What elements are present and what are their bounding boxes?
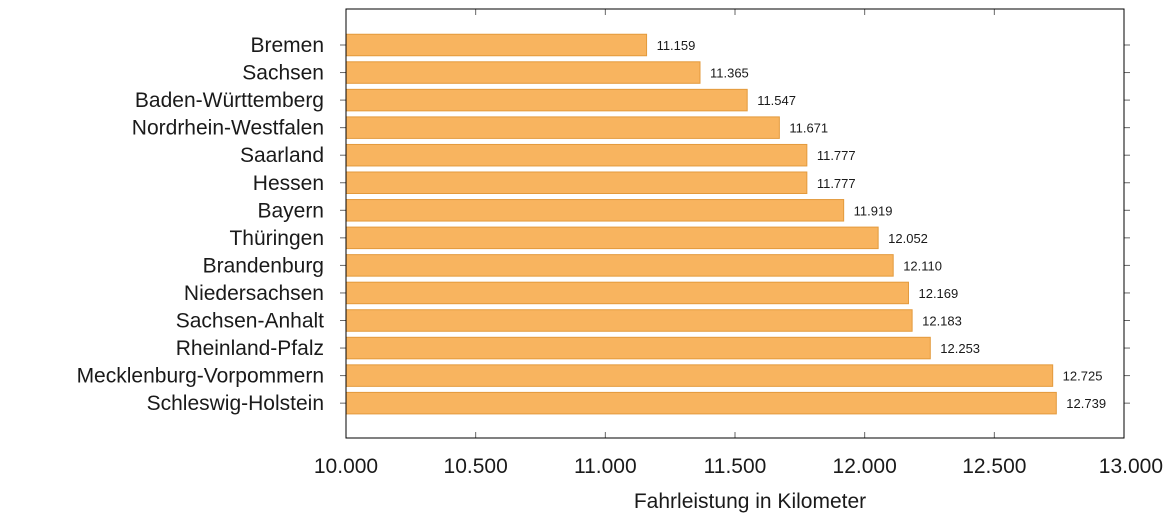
category-label: Rheinland-Pfalz — [176, 337, 324, 360]
bar-12 — [345, 364, 1054, 387]
x-tick-label: 11.000 — [574, 455, 637, 478]
plot-frame — [345, 8, 1125, 439]
bar-11 — [345, 336, 931, 360]
bar-4 — [345, 143, 808, 167]
bar-0 — [345, 33, 648, 57]
x-tick-label: 12.000 — [833, 455, 897, 478]
x-tick-label: 13.000 — [1099, 455, 1163, 478]
category-label: Bremen — [250, 34, 324, 57]
value-label: 12.183 — [922, 314, 962, 329]
category-label: Mecklenburg-Vorpommern — [77, 365, 324, 388]
value-label: 11.671 — [789, 121, 828, 136]
value-label: 12.739 — [1066, 396, 1106, 411]
category-label: Hessen — [253, 172, 324, 195]
value-label: 12.253 — [940, 341, 980, 356]
value-label: 12.110 — [903, 258, 942, 273]
bar-7 — [345, 226, 879, 250]
category-label: Sachsen-Anhalt — [176, 310, 324, 333]
value-label: 12.169 — [918, 286, 958, 301]
bar-8 — [345, 254, 894, 277]
value-label: 11.777 — [817, 148, 856, 163]
x-tick-label: 10.500 — [444, 455, 508, 478]
x-tick-label: 11.500 — [704, 455, 767, 478]
bar-2 — [345, 88, 748, 112]
bar-10 — [345, 309, 913, 332]
category-labels: Bremen Sachsen Baden-Württemberg Nordrhein-… — [77, 34, 325, 415]
bar-5 — [345, 171, 808, 194]
value-label: 11.777 — [817, 176, 856, 191]
bar-13 — [345, 391, 1057, 415]
category-label: Schleswig-Holstein — [147, 392, 324, 415]
x-tick-label: 12.500 — [962, 455, 1026, 478]
bar-1 — [345, 61, 701, 84]
value-label: 11.919 — [854, 203, 893, 218]
axis-ticks: 10.000 10.500 11.000 11.500 12.000 12.500 13.0… — [314, 9, 1163, 478]
x-tick-label: 10.000 — [314, 455, 378, 478]
bar-6 — [345, 199, 845, 222]
category-label: Nordrhein-Westfalen — [132, 117, 324, 140]
category-label: Bayern — [257, 199, 324, 222]
bars-group — [345, 33, 1057, 415]
x-axis-title: Fahrleistung in Kilometer — [634, 490, 866, 513]
category-label: Brandenburg — [203, 254, 324, 277]
value-label: 12.725 — [1063, 369, 1103, 384]
bar-9 — [345, 281, 909, 305]
category-label: Saarland — [240, 144, 324, 167]
bar-3 — [345, 116, 780, 139]
value-label: 12.052 — [888, 231, 928, 246]
value-label: 11.547 — [757, 93, 796, 108]
value-labels: 11.159 11.365 11.547 11.671 11.777 11.777 11.9… — [657, 38, 1107, 411]
category-label: Sachsen — [242, 62, 324, 85]
value-label: 11.159 — [657, 38, 696, 53]
category-label: Thüringen — [229, 227, 324, 250]
category-label: Baden-Württemberg — [135, 89, 324, 112]
value-label: 11.365 — [710, 66, 749, 81]
category-label: Niedersachsen — [184, 282, 324, 305]
